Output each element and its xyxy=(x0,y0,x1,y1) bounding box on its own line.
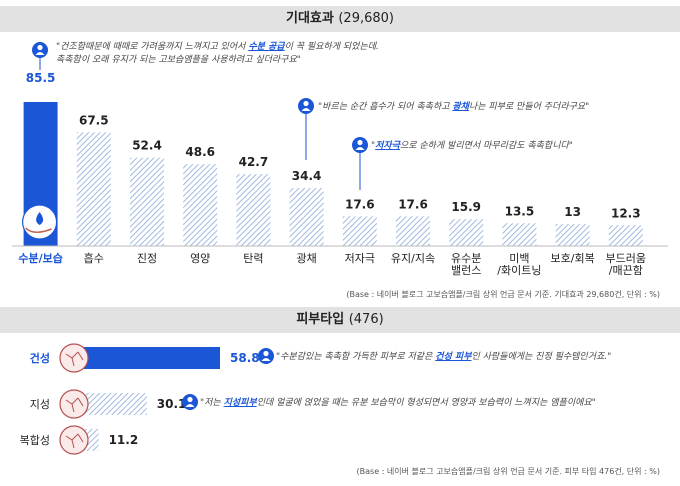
skin-type-base-note: (Base : 네이버 블로그 고보습앰플/크림 상위 언급 문서 기준. 피부… xyxy=(356,467,660,476)
quote-oily-pre: "저는 xyxy=(200,398,224,408)
bar-effect-5 xyxy=(289,188,324,246)
category-label-skin-2: 복합성 xyxy=(20,434,50,447)
category-label-skin-0: 건성 xyxy=(30,351,50,365)
person-icon-quote-moisture xyxy=(32,42,48,58)
quote-radiance-post: 나는 피부로 만들어 주더라구요" xyxy=(468,102,590,112)
value-label-effect-11: 12.3 xyxy=(611,206,641,220)
quote-radiance: "바르는 순간 흡수가 되어 촉촉하고 광채나는 피부로 만들어 주더라구요" xyxy=(318,101,589,114)
value-label-effect-0: 85.5 xyxy=(26,71,56,85)
quote-low-irritation-highlight: 저자극 xyxy=(375,141,400,151)
category-label-skin-1: 지성 xyxy=(30,398,50,411)
person-icon-quote-dry-skin xyxy=(258,348,274,364)
skin-texture-icon-1 xyxy=(59,389,89,419)
category-label-effect-8-0: 유수분 xyxy=(451,252,481,265)
category-label-effect-11-0: 부드러움 xyxy=(606,252,646,265)
quote-low-irritation: "저자극으로 순하게 발리면서 마무리감도 촉촉합니다" xyxy=(371,140,573,153)
quote-radiance-pre: "바르는 순간 흡수가 되어 촉촉하고 xyxy=(318,102,453,112)
quote-oily-post: 인데 얼굴에 얹었을 때는 유분 보습막이 형성되면서 영양과 보습력이 느껴지… xyxy=(256,398,596,408)
quote-moisture-pre: "건조함때문에 때때로 가려움까지 느껴지고 있어서 xyxy=(56,42,249,52)
skin-texture-icon-0 xyxy=(59,343,89,373)
skin-type-count: (476) xyxy=(348,312,384,327)
quote-dry-skin: "수분감있는 촉촉함 가득한 피부로 저같은 건성 피부인 사람들에게는 진정 … xyxy=(276,351,611,364)
bar-effect-3 xyxy=(183,164,218,246)
person-icon-quote-radiance xyxy=(298,98,314,114)
value-label-effect-8: 15.9 xyxy=(451,200,481,214)
value-label-effect-5: 34.4 xyxy=(292,169,322,183)
value-label-effect-1: 67.5 xyxy=(79,113,109,127)
category-label-effect-3: 영양 xyxy=(190,252,210,265)
person-icon-quote-low-irritation xyxy=(352,137,368,153)
expected-effect-count: (29,680) xyxy=(338,11,394,26)
skin-crack-lines-0 xyxy=(65,351,84,367)
quote-radiance-highlight: 광채 xyxy=(452,102,469,112)
quote-moisture-highlight: 수분 공급 xyxy=(248,42,285,52)
category-label-effect-1: 흡수 xyxy=(84,251,104,265)
category-label-effect-4: 탄력 xyxy=(243,252,263,265)
bar-effect-11 xyxy=(608,225,643,246)
bar-effect-1 xyxy=(76,132,111,246)
quote-oily-skin: "저는 지성피부인데 얼굴에 얹었을 때는 유분 보습막이 형성되면서 영양과 … xyxy=(200,397,596,410)
bar-effect-8 xyxy=(449,219,484,246)
category-label-effect-7: 유지/지속 xyxy=(391,252,435,265)
quote-dry-highlight: 건성 피부 xyxy=(435,352,472,362)
category-label-effect-10: 보호/회복 xyxy=(551,252,595,265)
value-label-skin-0: 58.8 xyxy=(230,351,260,365)
quote-moisture-line2: 촉촉함이 오래 유지가 되는 고보습앰플을 사용하려고 싶더라구요" xyxy=(56,55,301,65)
category-label-effect-9-1: /화이트닝 xyxy=(497,264,541,277)
category-label-effect-11-1: /매끈함 xyxy=(609,264,643,277)
category-label-effect-5: 광채 xyxy=(296,252,316,265)
moisture-drop-icon xyxy=(21,204,58,240)
value-label-effect-9: 13.5 xyxy=(505,204,535,218)
expected-effect-base-note: (Base : 네이버 블로그 고보습앰플/크림 상위 언급 문서 기준. 기대… xyxy=(346,290,660,299)
category-label-effect-8-1: 밸런스 xyxy=(451,264,481,277)
skin-crack-lines-1 xyxy=(65,397,84,413)
bar-skin-0 xyxy=(70,347,220,369)
bar-effect-9 xyxy=(502,223,537,246)
bar-skin-1 xyxy=(70,393,147,415)
category-label-effect-2: 진정 xyxy=(137,252,157,265)
category-label-effect-0: 수분/보습 xyxy=(18,252,63,265)
bar-effect-4 xyxy=(236,174,271,246)
value-label-effect-2: 52.4 xyxy=(132,139,162,153)
value-label-effect-3: 48.6 xyxy=(185,145,215,159)
value-label-effect-7: 17.6 xyxy=(398,197,428,211)
quote-moisture-post: 이 꼭 필요하게 되었는데. xyxy=(284,42,379,52)
quote-dry-post: 인 사람들에게는 진정 필수템인거죠." xyxy=(471,352,612,362)
skin-type-title: 피부타입 xyxy=(296,312,345,327)
quote-dry-pre: "수분감있는 촉촉함 가득한 피부로 저같은 xyxy=(276,352,436,362)
quote-moisture: "건조함때문에 때때로 가려움까지 느껴지고 있어서 수분 공급이 꼭 필요하게… xyxy=(56,41,379,67)
value-label-effect-4: 42.7 xyxy=(239,155,269,169)
category-label-effect-9-0: 미백 xyxy=(509,252,529,265)
expected-effect-title: 기대효과 xyxy=(285,11,334,26)
category-label-effect-6: 저자극 xyxy=(345,252,375,265)
expected-effect-header: 기대효과 (29,680) xyxy=(0,6,680,32)
person-icon-quote-oily-skin xyxy=(182,394,198,410)
bar-effect-10 xyxy=(555,224,590,246)
quote-oily-highlight: 지성피부 xyxy=(223,398,257,408)
bar-effect-7 xyxy=(396,216,430,246)
skin-crack-lines-2 xyxy=(65,433,84,449)
skin-type-header: 피부타입 (476) xyxy=(0,307,680,333)
value-label-effect-10: 13 xyxy=(564,205,581,219)
bar-effect-2 xyxy=(130,157,164,246)
quote-low-irritation-post: 으로 순하게 발리면서 마무리감도 촉촉합니다" xyxy=(399,141,573,151)
quote-low-irritation-pre: " xyxy=(371,141,376,151)
skin-texture-icon-2 xyxy=(59,425,89,455)
bar-effect-6 xyxy=(342,216,377,246)
value-label-skin-1: 30.1 xyxy=(157,397,187,411)
value-label-effect-6: 17.6 xyxy=(345,197,375,211)
value-label-skin-2: 11.2 xyxy=(109,433,139,447)
